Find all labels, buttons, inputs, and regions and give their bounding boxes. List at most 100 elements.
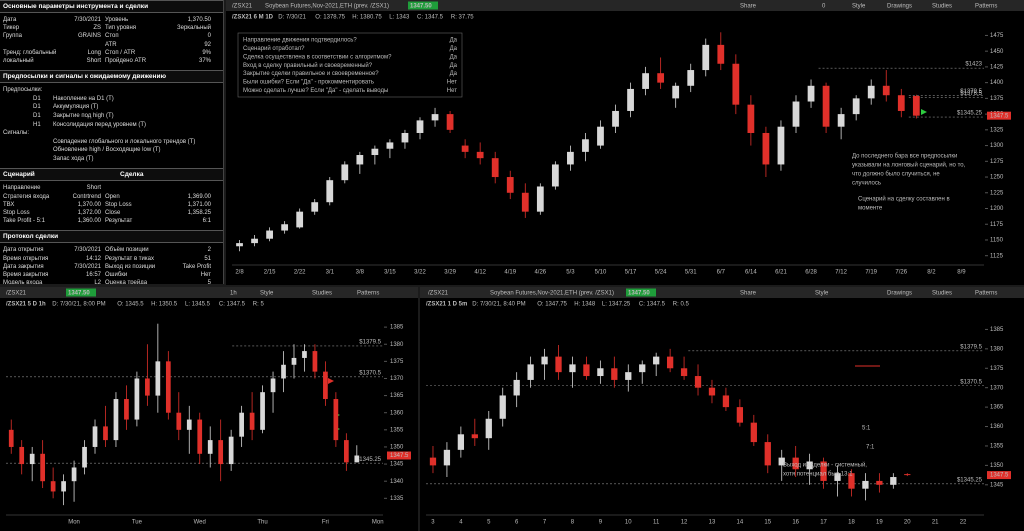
checklist-answer: Нет — [447, 88, 457, 94]
toolbar-item[interactable]: Soybean Futures,Nov-2021,ETH (prev. /ZSX… — [490, 291, 614, 297]
section-heading: Основные параметры инструмента и сделки — [3, 3, 149, 10]
last-price-badge[interactable]: 1347.50 — [628, 291, 650, 297]
toolbar-item[interactable]: Style — [260, 291, 274, 297]
candle-body — [569, 364, 576, 373]
param-label: Дата открытия — [3, 247, 44, 254]
candle-body — [323, 371, 328, 400]
toolbar-item[interactable]: Soybean Futures,Nov-2021,ETH (prev. /ZSX… — [265, 4, 389, 10]
candle-body — [186, 419, 192, 430]
x-tick-label: 7 — [543, 520, 547, 526]
x-tick-label: 9 — [599, 520, 603, 526]
section-title: Протокол сделки — [0, 230, 223, 244]
x-tick-label: 3/1 — [326, 270, 335, 276]
toolbar-item[interactable]: Drawings — [887, 4, 912, 10]
candle-body — [702, 44, 710, 71]
candle-body — [155, 361, 161, 396]
toolbar-item[interactable]: 0 — [822, 4, 826, 10]
toolbar-item[interactable]: Share — [740, 291, 757, 297]
candle-body — [431, 114, 439, 121]
param-row: Время закрытия 16:57 Ошибки Нет — [3, 271, 220, 279]
candle-body — [625, 372, 632, 380]
toolbar-item[interactable]: Style — [815, 291, 829, 297]
signal-row: H1 Консолидация перед уровнем (Т) — [3, 121, 220, 130]
candle-body — [446, 114, 454, 130]
annotation: указывали на лонговый сценарий, но то, — [852, 162, 966, 169]
level-label: $1370.5 — [359, 370, 381, 376]
param-value: Short — [86, 57, 101, 64]
candle-body — [341, 164, 349, 181]
x-tick-label: 2/22 — [294, 270, 306, 276]
checklist-question: Направление движения подтвердилось? — [243, 38, 357, 44]
param-label: Время закрытия — [3, 271, 49, 278]
toolbar-item[interactable]: Share — [740, 4, 757, 10]
last-price-box — [987, 471, 1011, 480]
toolbar-item[interactable]: Studies — [932, 4, 952, 10]
param-label: Модель входа — [3, 280, 43, 284]
candle-body — [736, 407, 744, 423]
param-value: 9% — [202, 49, 211, 56]
x-tick-label: 3/29 — [444, 270, 456, 276]
candle-body — [371, 148, 379, 156]
toolbar-item[interactable]: Drawings — [887, 291, 912, 297]
y-tick-label: 1370 — [990, 385, 1004, 391]
candle-body — [722, 395, 730, 408]
chart-title: /ZSX21 1 D 5m — [426, 302, 467, 308]
param-value: 5 — [207, 280, 211, 284]
y-tick-label: 1355 — [390, 427, 404, 433]
annotation: Выход из сделки - системный, — [783, 462, 867, 469]
param-label: Дата — [3, 17, 17, 23]
y-tick-label: 1335 — [390, 496, 404, 502]
param-value: 7/30/2021 — [74, 263, 101, 270]
symbol-field[interactable]: /ZSX21 — [232, 4, 253, 10]
toolbar-item[interactable]: Patterns — [975, 4, 997, 10]
toolbar-item[interactable]: Patterns — [357, 291, 379, 297]
param-value: 1,371.00 — [187, 201, 211, 208]
candle-body — [521, 192, 529, 212]
y-tick-label: 1380 — [390, 342, 404, 348]
candle-body — [491, 158, 499, 178]
signal-text: Консолидация перед уровнем (Т) — [53, 121, 147, 128]
x-tick-label: 2/15 — [264, 270, 276, 276]
last-price-box — [987, 111, 1011, 120]
last-price-badge[interactable]: 1347.50 — [410, 4, 432, 10]
symbol-field[interactable]: /ZSX21 — [6, 291, 27, 297]
y-tick-label: 1360 — [390, 410, 404, 416]
toolbar-item[interactable]: Studies — [312, 291, 332, 297]
candle-body — [612, 110, 619, 127]
param-row: Стратегия входа Contrtrend Open 1,369.00 — [3, 193, 220, 201]
last-price-badge[interactable]: 1347.50 — [68, 291, 90, 297]
candle-body — [281, 364, 286, 379]
timeframe: H1 — [33, 121, 41, 128]
candle-body — [527, 364, 534, 380]
candle-body — [82, 446, 87, 468]
candle-body — [597, 126, 604, 146]
annotation: 7:1 — [866, 445, 875, 451]
candle-body — [792, 457, 799, 470]
symbol-field[interactable]: /ZSX21 — [428, 291, 449, 297]
param-value: L2 — [94, 280, 101, 284]
toolbar-item[interactable]: Studies — [932, 291, 952, 297]
candle-body — [236, 243, 243, 247]
param-value: Зеркальный — [177, 25, 211, 32]
x-tick-label: 6/14 — [745, 270, 757, 276]
candle-body — [852, 98, 860, 115]
checklist-question: Закрытие сделки правильное и своевременн… — [243, 71, 379, 77]
param-label: Группа — [3, 33, 23, 40]
ohlc-field: C: 1347.5 — [639, 302, 666, 308]
candle-body — [778, 457, 785, 466]
toolbar-item[interactable]: Patterns — [975, 291, 997, 297]
toolbar-item[interactable]: 1h — [230, 291, 237, 297]
candle-body — [485, 418, 492, 439]
candle-body — [207, 440, 213, 454]
y-tick-label: 1150 — [990, 238, 1004, 244]
candle-body — [904, 474, 911, 476]
ohlc-field: D: 7/30/21, 8:00 PM — [52, 302, 105, 308]
section-heading: Сценарий — [3, 171, 35, 179]
level-label: $1379.5 — [359, 340, 381, 346]
toolbar-item[interactable]: Style — [852, 4, 866, 10]
x-tick-label: 5/24 — [655, 270, 667, 276]
ohlc-field: L: 1347.25 — [602, 302, 631, 308]
param-row: Группа GRAINS Стоп 0 — [3, 32, 220, 40]
param-row: локальный Short Пройдено ATR 37% — [3, 57, 220, 65]
